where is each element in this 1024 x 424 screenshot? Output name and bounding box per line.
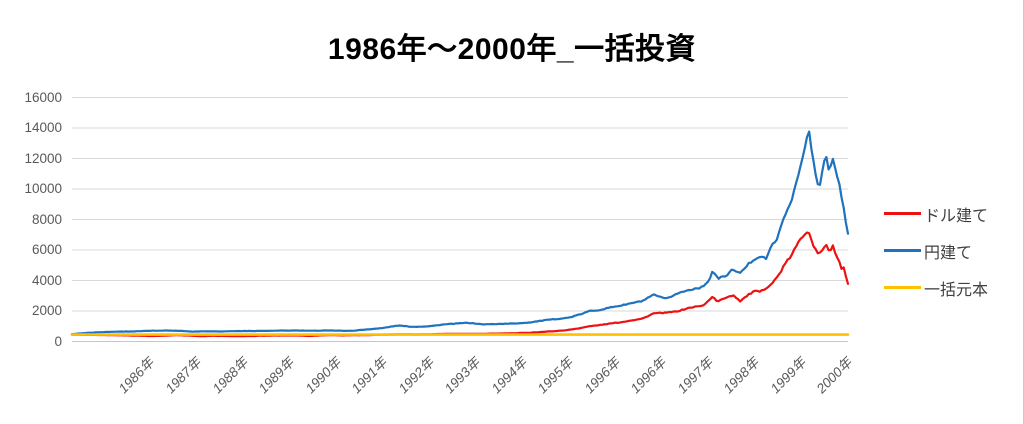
- y-tick-label: 4000: [31, 272, 62, 288]
- legend-item-yen: 円建て: [884, 232, 988, 269]
- series-line-yen: [70, 130, 850, 336]
- legend: ドル建て 円建て 一括元本: [884, 195, 988, 306]
- series-lines: [70, 130, 850, 338]
- y-tick-label: 12000: [24, 150, 62, 166]
- legend-label-principal: 一括元本: [924, 281, 989, 299]
- gridlines: [72, 97, 848, 342]
- y-tick-label: 6000: [31, 242, 62, 257]
- yen-line-swatch-icon: [884, 249, 921, 252]
- series-line-dollar: [70, 231, 850, 338]
- legend-item-principal: 一括元本: [884, 269, 988, 306]
- y-tick-label: 14000: [24, 120, 62, 135]
- chart-title: 1986年〜2000年_一括投資: [327, 33, 697, 66]
- y-tick-label: 8000: [31, 211, 62, 227]
- y-tick-label: 0: [54, 333, 62, 349]
- legend-item-dollar: ドル建て: [884, 195, 988, 232]
- dollar-line-swatch-icon: [884, 212, 921, 215]
- y-tick-label: 2000: [31, 303, 62, 318]
- y-tick-label: 16000: [24, 89, 62, 105]
- principal-line-swatch-icon: [884, 286, 921, 289]
- legend-label-dollar: ドル建て: [924, 207, 989, 225]
- legend-label-yen: 円建て: [924, 244, 973, 262]
- y-tick-label: 10000: [24, 181, 62, 196]
